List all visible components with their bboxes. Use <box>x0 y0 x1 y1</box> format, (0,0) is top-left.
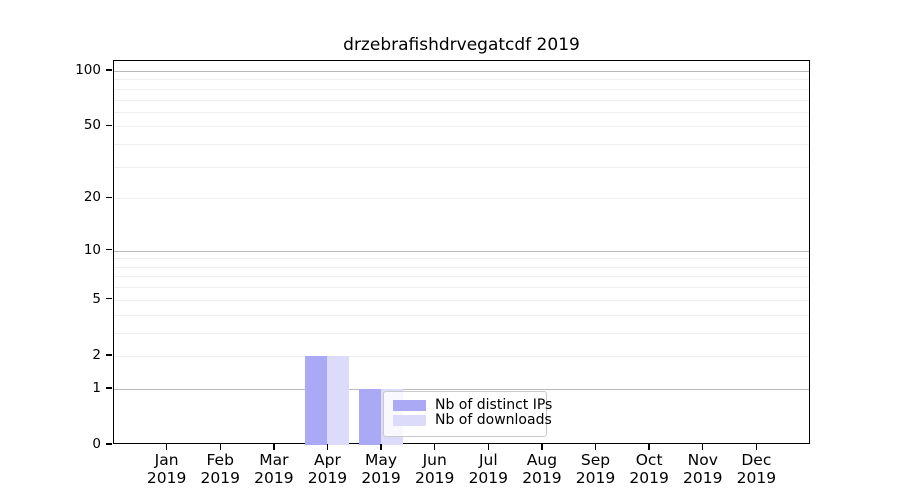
gridline-minor <box>114 198 809 200</box>
x-tick-label: Sep 2019 <box>556 451 636 487</box>
x-tick-year: 2019 <box>468 469 509 487</box>
x-tick-year: 2019 <box>307 469 348 487</box>
x-tick-year: 2019 <box>629 469 669 487</box>
x-tick-mark <box>648 444 650 450</box>
x-tick-mark <box>594 444 597 450</box>
x-tick-month: Sep <box>580 451 611 469</box>
x-tick-month: Jun <box>422 451 447 469</box>
plot-area <box>113 60 810 445</box>
gridline-minor <box>114 126 809 128</box>
y-tick-label: 10 <box>83 241 101 258</box>
x-tick-year: 2019 <box>200 469 240 487</box>
y-tick-label: 100 <box>75 62 101 78</box>
x-tick-year: 2019 <box>736 469 777 487</box>
gridline-minor <box>114 299 809 301</box>
x-tick-year: 2019 <box>361 469 401 487</box>
x-tick-month: Mar <box>259 451 289 469</box>
x-tick-mark <box>755 444 758 450</box>
y-tick-label: 5 <box>92 290 101 307</box>
gridline-minor <box>114 111 809 113</box>
y-tick-mark <box>106 196 112 198</box>
legend-entries: Nb of distinct IPs Nb of downloads <box>393 398 552 428</box>
y-tick-mark <box>106 443 112 445</box>
legend: Nb of distinct IPs Nb of downloads <box>383 391 552 437</box>
chart-title: drzebrafishdrvegatcdf 2019 <box>343 35 580 55</box>
x-tick-label: Jan 2019 <box>127 451 207 487</box>
gridline-minor <box>114 276 809 278</box>
gridline-minor <box>114 166 809 168</box>
y-tick-label: 0 <box>92 436 101 452</box>
x-tick-mark <box>702 444 704 450</box>
y-tick-label: 50 <box>83 117 101 134</box>
legend-swatch <box>393 400 426 411</box>
gridline-minor <box>114 355 809 357</box>
y-tick-mark <box>106 69 112 71</box>
x-tick-month: Aug <box>526 451 558 469</box>
y-tick-mark <box>106 248 112 251</box>
x-tick-mark <box>541 444 543 450</box>
x-tick-label: Mar 2019 <box>234 451 314 487</box>
x-tick-year: 2019 <box>414 469 455 487</box>
y-tick-label: 20 <box>83 189 101 206</box>
y-tick-label: 1 <box>92 379 101 396</box>
gridline-minor <box>114 144 809 146</box>
x-tick-month: Oct <box>635 451 663 469</box>
x-tick-month: May <box>365 451 398 469</box>
x-tick-label: Jun 2019 <box>395 451 475 487</box>
x-tick-label: May 2019 <box>341 451 421 487</box>
bar-apr-nb-of-downloads <box>327 355 350 445</box>
legend-swatch <box>393 415 426 426</box>
gridline-minor <box>114 314 809 316</box>
x-tick-mark <box>487 444 489 450</box>
x-tick-mark <box>219 444 221 450</box>
gridline-minor <box>114 258 809 260</box>
gridline-minor <box>114 88 809 90</box>
x-tick-year: 2019 <box>254 469 294 487</box>
legend-row: Nb of downloads <box>393 413 552 428</box>
y-tick-mark <box>106 124 112 127</box>
x-tick-month: Jan <box>154 451 179 469</box>
x-tick-mark <box>273 444 275 450</box>
x-tick-label: Oct 2019 <box>609 451 689 487</box>
x-tick-label: Apr 2019 <box>287 451 367 487</box>
x-tick-year: 2019 <box>146 469 187 487</box>
x-tick-month: Dec <box>741 451 772 469</box>
legend-label: Nb of downloads <box>435 412 552 428</box>
x-tick-year: 2019 <box>683 469 723 487</box>
x-tick-label: Aug 2019 <box>502 451 582 487</box>
x-tick-mark <box>380 444 382 450</box>
gridline-minor <box>114 287 809 289</box>
x-tick-month: Jul <box>478 451 498 469</box>
x-tick-mark <box>326 444 329 450</box>
x-tick-month: Nov <box>687 451 718 469</box>
x-tick-month: Feb <box>206 451 234 469</box>
y-tick-mark <box>106 387 112 389</box>
x-tick-month: Apr <box>314 451 341 469</box>
x-tick-mark <box>433 444 436 450</box>
gridline-minor <box>114 99 809 101</box>
gridline-minor <box>114 79 809 81</box>
x-tick-mark <box>165 444 168 450</box>
legend-label: Nb of distinct IPs <box>435 397 553 413</box>
gridline-minor <box>114 266 809 268</box>
x-tick-label: Feb 2019 <box>180 451 260 487</box>
y-tick-mark <box>106 354 112 356</box>
y-tick-label: 2 <box>92 346 101 363</box>
x-tick-label: Dec 2019 <box>716 451 796 487</box>
x-tick-year: 2019 <box>522 469 562 487</box>
y-tick-mark <box>106 298 112 300</box>
bar-may-nb-of-distinct-ips <box>359 388 382 445</box>
x-tick-label: Nov 2019 <box>663 451 743 487</box>
bar-apr-nb-of-distinct-ips <box>305 355 328 445</box>
gridline-decade <box>114 388 809 390</box>
gridline-minor <box>114 332 809 334</box>
gridline-decade <box>114 71 809 72</box>
x-tick-label: Jul 2019 <box>448 451 528 487</box>
x-tick-year: 2019 <box>575 469 616 487</box>
legend-row: Nb of distinct IPs <box>393 398 552 413</box>
gridline-decade <box>114 250 809 252</box>
